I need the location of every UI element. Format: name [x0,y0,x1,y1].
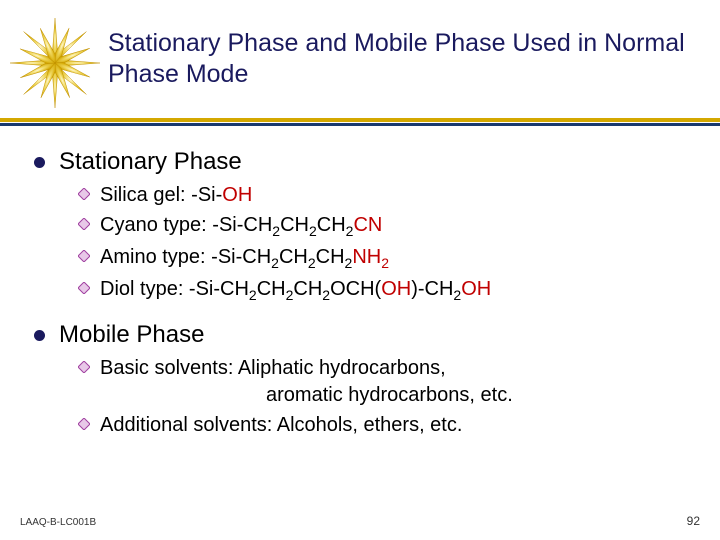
list-item: Basic solvents: Aliphatic hydrocarbons, … [78,355,690,409]
list-item: Cyano type: -Si-CH2CH2CH2CN [78,212,690,241]
title-block: Stationary Phase and Mobile Phase Used i… [108,28,690,91]
item-text: Diol type: -Si-CH2CH2CH2OCH(OH)-CH2OH [100,276,491,305]
diamond-icon [78,250,90,262]
starburst-graphic [10,18,100,108]
section-mobile: Mobile Phase [34,321,690,349]
list-item: Diol type: -Si-CH2CH2CH2OCH(OH)-CH2OH [78,276,690,305]
section-label: Stationary Phase [59,148,242,176]
item-text: Cyano type: -Si-CH2CH2CH2CN [100,212,382,241]
list-item: Silica gel: -Si-OH [78,182,690,209]
bullet-dot-icon [34,157,45,168]
section-stationary: Stationary Phase [34,148,690,176]
item-text: Amino type: -Si-CH2CH2CH2NH2 [100,244,389,273]
diamond-icon [78,188,90,200]
diamond-icon [78,418,90,430]
sub-list-mobile: Basic solvents: Aliphatic hydrocarbons, … [78,355,690,439]
diamond-icon [78,361,90,373]
item-text: Basic solvents: Aliphatic hydrocarbons, … [100,355,513,409]
sub-list-stationary: Silica gel: -Si-OH Cyano type: -Si-CH2CH… [78,182,690,305]
content-area: Stationary Phase Silica gel: -Si-OH Cyan… [34,148,690,455]
list-item: Amino type: -Si-CH2CH2CH2NH2 [78,244,690,273]
footer-code: LAAQ-B-LC001B [20,517,96,528]
section-label: Mobile Phase [59,321,204,349]
item-text: Additional solvents: Alcohols, ethers, e… [100,412,462,439]
page-title: Stationary Phase and Mobile Phase Used i… [108,28,690,91]
item-text: Silica gel: -Si-OH [100,182,252,209]
page-number: 92 [687,514,700,528]
horizontal-rule [0,118,720,126]
diamond-icon [78,218,90,230]
bullet-dot-icon [34,330,45,341]
list-item: Additional solvents: Alcohols, ethers, e… [78,412,690,439]
diamond-icon [78,282,90,294]
